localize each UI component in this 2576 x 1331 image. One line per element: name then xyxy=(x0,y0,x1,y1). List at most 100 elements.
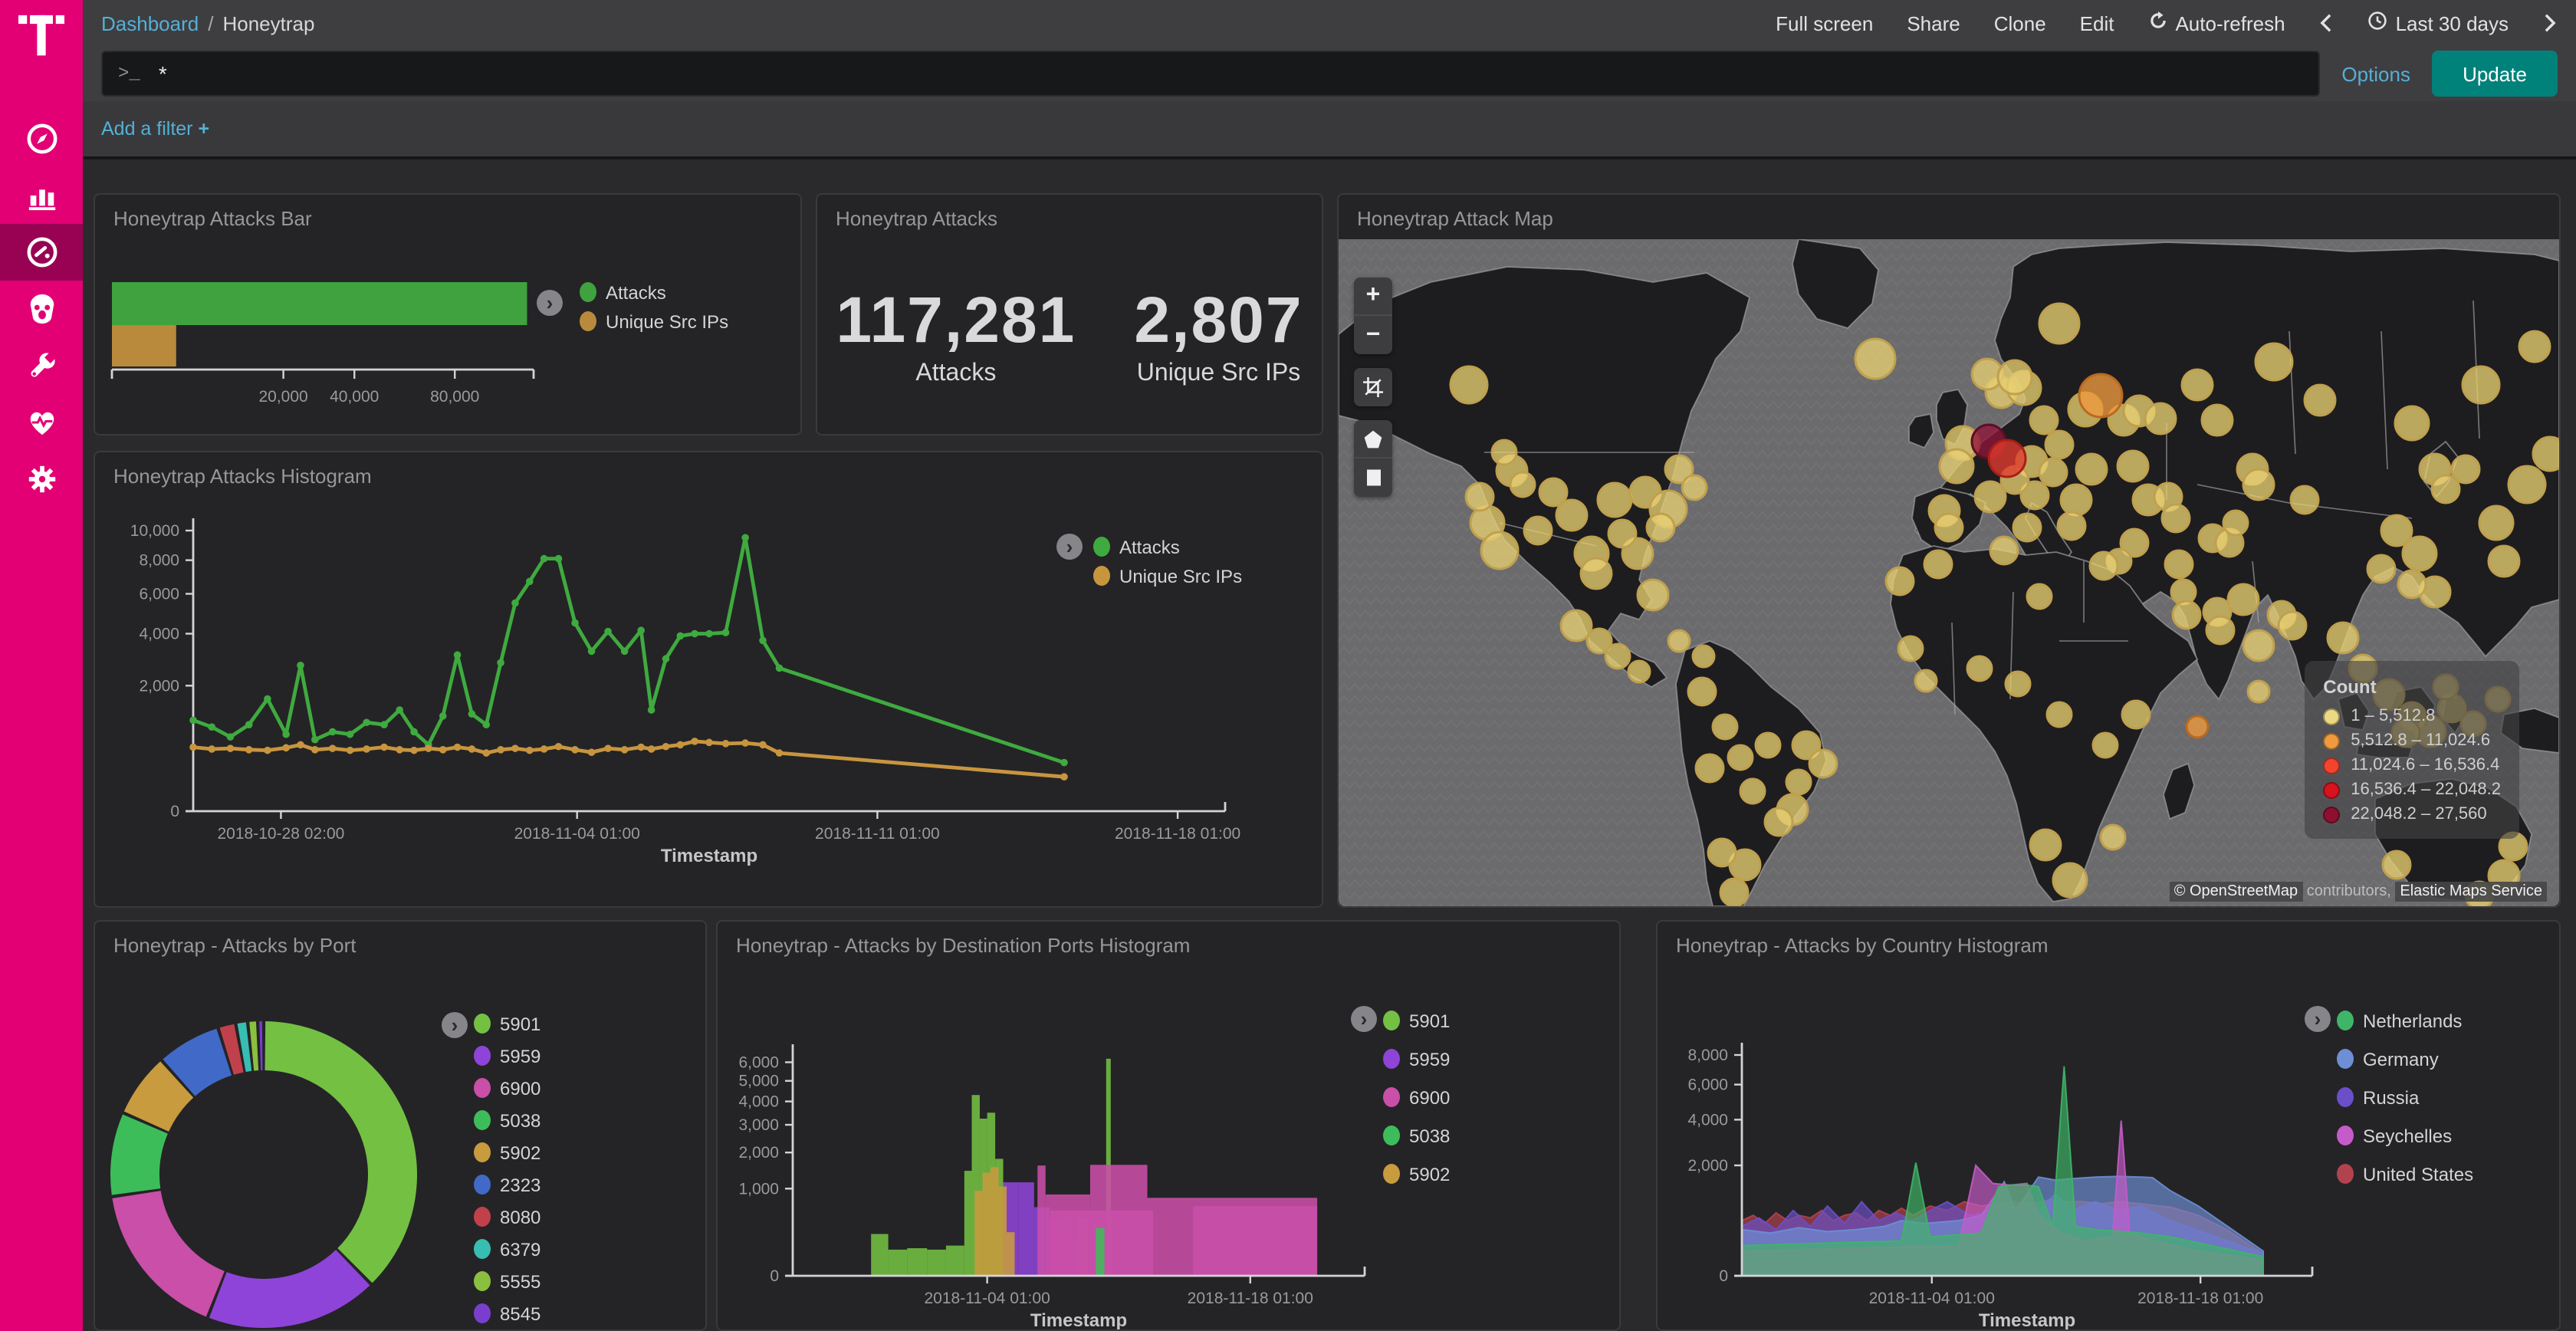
legend-item-label: 2323 xyxy=(500,1174,541,1195)
map-legend-entry: 22,048.2 – 27,560 xyxy=(2323,805,2501,823)
sidebar-item-dashboard[interactable] xyxy=(0,224,83,281)
time-range-picker[interactable]: Last 30 days xyxy=(2368,11,2509,35)
clone-button[interactable]: Clone xyxy=(1993,12,2046,35)
zoom-in-button[interactable]: + xyxy=(1354,278,1392,316)
legend-item-label: Germany xyxy=(2363,1048,2439,1070)
svg-text:8,000: 8,000 xyxy=(1687,1047,1728,1064)
legend-toggle-chevron[interactable]: › xyxy=(1351,1006,1377,1032)
search-query-input[interactable] xyxy=(158,61,2304,86)
bar-chart-icon xyxy=(28,189,55,211)
legend-item-label: 6900 xyxy=(1409,1086,1451,1108)
legend-item[interactable]: 5902 xyxy=(474,1136,540,1168)
panel-attacks-metric: Honeytrap Attacks 117,281 Attacks 2,807 Uni… xyxy=(816,193,1323,435)
time-back-chevron[interactable] xyxy=(2319,14,2334,32)
legend-item[interactable]: 6379 xyxy=(474,1233,540,1265)
legend-item[interactable]: 5038 xyxy=(474,1104,540,1136)
map-legend-entry: 16,536.4 – 22,048.2 xyxy=(2323,781,2501,799)
legend-color-dot xyxy=(1383,1049,1400,1069)
legend-toggle-chevron[interactable]: › xyxy=(1056,534,1083,560)
fit-bounds-button[interactable] xyxy=(1354,368,1392,406)
query-prompt-icon: >_ xyxy=(118,63,140,84)
attacks-bar-chart[interactable]: 20,000 40,000 80,000 xyxy=(95,195,800,434)
zoom-out-button[interactable]: − xyxy=(1365,321,1381,347)
legend-item-label: 8545 xyxy=(500,1303,541,1324)
legend-item[interactable]: 5901 xyxy=(1383,1001,1450,1040)
legend-item[interactable]: Seychelles xyxy=(2337,1116,2473,1155)
full-screen-button[interactable]: Full screen xyxy=(1776,12,1874,35)
legend-color-dot xyxy=(580,311,596,331)
legend-item-label: 6900 xyxy=(500,1077,541,1099)
legend-item[interactable]: 5902 xyxy=(1383,1155,1450,1193)
legend-item[interactable]: 5901 xyxy=(474,1007,540,1040)
legend-item[interactable]: 6900 xyxy=(474,1072,540,1104)
metric: 117,281 Attacks xyxy=(836,284,1076,388)
sidebar-item-visualize[interactable] xyxy=(0,167,83,224)
legend-item[interactable]: 2323 xyxy=(474,1168,540,1201)
legend-item-label: Netherlands xyxy=(2363,1010,2463,1031)
legend-item[interactable]: 8545 xyxy=(474,1297,540,1329)
attacks-by-port-donut[interactable] xyxy=(95,922,705,1329)
country-histogram-chart[interactable]: 0 2,000 4,000 6,000 8,000 2018-11-04 01:00 201… xyxy=(1658,922,2559,1331)
panel-country-histogram: Honeytrap - Attacks by Country Histogram… xyxy=(1656,920,2561,1331)
sidebar-item-management[interactable] xyxy=(0,451,83,508)
legend-item[interactable]: 6900 xyxy=(1383,1078,1450,1116)
sidebar-item-discover[interactable] xyxy=(0,110,83,167)
sidebar-item-monitoring[interactable] xyxy=(0,394,83,451)
map-legend-dot xyxy=(2323,708,2341,725)
svg-text:4,000: 4,000 xyxy=(139,626,179,643)
auto-refresh-button[interactable]: Auto-refresh xyxy=(2147,11,2285,35)
map-legend-entry: 5,512.8 – 11,024.6 xyxy=(2323,731,2501,750)
svg-text:6,000: 6,000 xyxy=(1687,1076,1728,1094)
legend-item[interactable]: Unique Src IPs xyxy=(1093,561,1242,590)
legend-color-dot xyxy=(474,1207,491,1227)
sidebar-item-timelion[interactable] xyxy=(0,281,83,337)
legend-item[interactable]: Unique Src IPs xyxy=(580,307,728,336)
svg-text:Timestamp: Timestamp xyxy=(1030,1310,1127,1329)
legend-item[interactable]: 5555 xyxy=(474,1265,540,1297)
legend-item-label: 5038 xyxy=(500,1109,541,1131)
svg-text:2018-11-18 01:00: 2018-11-18 01:00 xyxy=(2137,1290,2263,1307)
svg-text:Timestamp: Timestamp xyxy=(661,846,757,866)
telekom-logo[interactable] xyxy=(18,14,64,60)
legend-color-dot xyxy=(1383,1087,1400,1107)
legend-color-dot xyxy=(2337,1049,2354,1069)
legend-toggle-chevron[interactable]: › xyxy=(442,1012,468,1038)
legend-item[interactable]: Russia xyxy=(2337,1078,2473,1116)
legend-item-label: 8080 xyxy=(500,1206,541,1227)
svg-text:2,000: 2,000 xyxy=(1687,1157,1728,1175)
breadcrumb-page-title: Honeytrap xyxy=(222,12,315,35)
draw-polygon-button[interactable] xyxy=(1354,420,1392,458)
sidebar-item-dev-tools[interactable] xyxy=(0,337,83,394)
legend-item[interactable]: Germany xyxy=(2337,1040,2473,1078)
share-button[interactable]: Share xyxy=(1907,12,1960,35)
dest-ports-histogram-chart[interactable]: 0 1,000 2,000 3,000 4,000 5,000 6,000 2018-11-0… xyxy=(718,922,1619,1331)
legend-toggle-chevron[interactable]: › xyxy=(537,290,563,316)
legend-item[interactable]: Attacks xyxy=(1093,532,1242,561)
legend-item[interactable]: 5038 xyxy=(1383,1116,1450,1155)
panel-title: Honeytrap Attacks Bar xyxy=(113,207,312,230)
attacks-histogram-chart[interactable]: 0 2,000 4,000 6,000 8,000 10,000 2018-10-28 02… xyxy=(95,452,1322,906)
svg-text:4,000: 4,000 xyxy=(738,1093,779,1111)
time-forward-chevron[interactable] xyxy=(2542,14,2558,32)
app-sidebar xyxy=(0,0,83,1331)
breadcrumb-dashboard-link[interactable]: Dashboard xyxy=(101,12,199,35)
map-count-legend: Count 1 – 5,512.8 5,512.8 – 11,024.6 11,02… xyxy=(2305,661,2519,839)
legend-item[interactable]: 5959 xyxy=(1383,1040,1450,1078)
legend-item[interactable]: 8080 xyxy=(474,1201,540,1233)
update-button[interactable]: Update xyxy=(2432,51,2558,97)
legend-item[interactable]: Attacks xyxy=(580,278,728,307)
attacks-histogram-legend: › Attacks Unique Src IPs xyxy=(1056,532,1242,590)
edit-button[interactable]: Edit xyxy=(2079,12,2114,35)
legend-toggle-chevron[interactable]: › xyxy=(2305,1006,2331,1032)
map-legend-dot xyxy=(2323,781,2341,798)
add-filter-button[interactable]: Add a filter + xyxy=(101,118,210,140)
legend-color-dot xyxy=(1093,566,1110,586)
svg-text:2,000: 2,000 xyxy=(139,677,179,695)
legend-item[interactable]: Netherlands xyxy=(2337,1001,2473,1040)
options-link[interactable]: Options xyxy=(2341,62,2410,85)
legend-item-label: Unique Src IPs xyxy=(606,311,729,332)
draw-rectangle-button[interactable] xyxy=(1354,458,1392,497)
legend-color-dot xyxy=(474,1239,491,1259)
legend-item[interactable]: 5959 xyxy=(474,1040,540,1072)
legend-item[interactable]: United States xyxy=(2337,1155,2473,1193)
